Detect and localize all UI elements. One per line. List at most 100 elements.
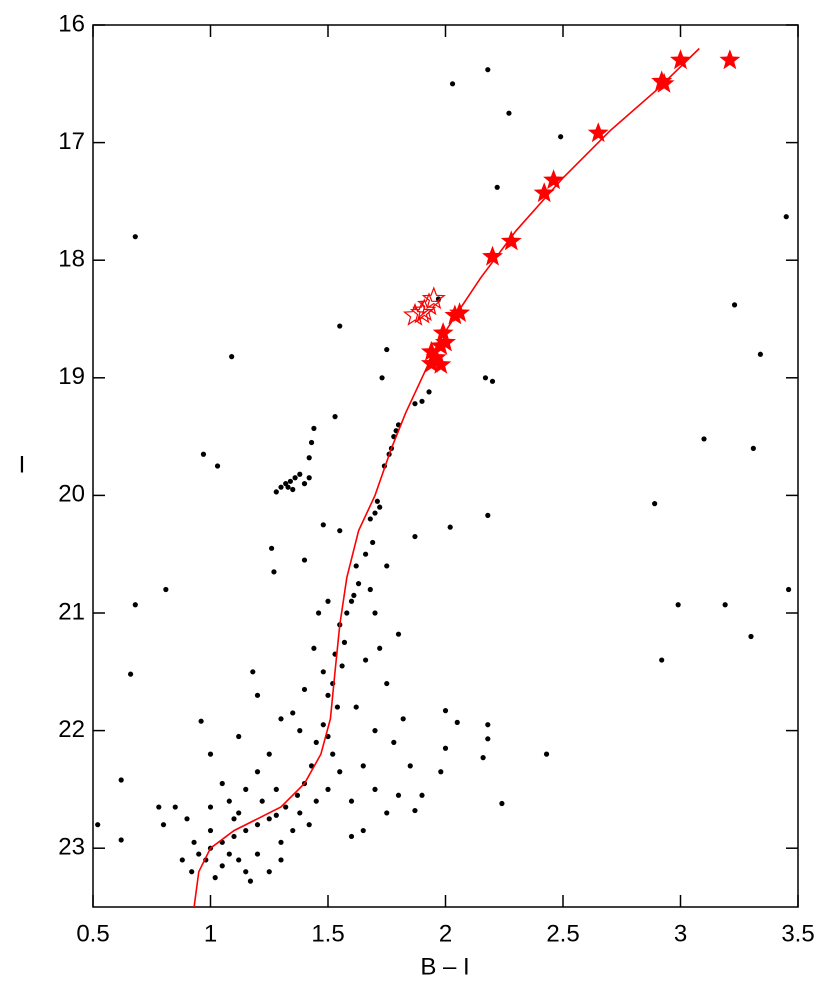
red-giant-star xyxy=(533,182,555,203)
star-point xyxy=(353,563,359,569)
star-point xyxy=(290,710,296,716)
star-point xyxy=(659,657,665,663)
star-point xyxy=(489,378,496,384)
star-point xyxy=(325,598,331,604)
star-point xyxy=(247,878,254,884)
star-point xyxy=(278,484,284,490)
x-tick-label: 1 xyxy=(204,920,217,947)
x-axis-label: B – I xyxy=(420,953,469,980)
star-point xyxy=(254,769,261,775)
y-tick-label: 16 xyxy=(58,10,85,37)
star-point xyxy=(266,816,272,822)
star-point xyxy=(297,728,303,734)
star-point xyxy=(454,719,460,725)
star-point xyxy=(290,827,296,834)
star-point xyxy=(412,807,418,814)
star-point xyxy=(506,110,512,116)
star-point xyxy=(395,792,402,798)
star-point xyxy=(348,598,355,604)
star-point xyxy=(412,401,418,407)
star-point xyxy=(266,751,272,757)
star-point xyxy=(353,704,359,710)
red-giant-star xyxy=(651,70,673,91)
star-point xyxy=(449,81,456,87)
star-point xyxy=(320,669,326,675)
star-point xyxy=(722,602,728,608)
y-tick-label: 22 xyxy=(58,716,85,743)
red-giant-star xyxy=(425,346,447,367)
star-point xyxy=(118,777,124,783)
y-tick-label: 19 xyxy=(58,363,85,390)
star-point xyxy=(163,586,169,593)
star-point xyxy=(355,581,362,587)
star-point xyxy=(219,780,225,787)
star-point xyxy=(543,751,550,757)
star-point xyxy=(207,804,214,810)
star-point xyxy=(675,602,681,608)
star-point xyxy=(377,504,383,510)
x-tick-label: 1.5 xyxy=(311,920,344,947)
red-giant-star xyxy=(587,122,609,143)
star-point xyxy=(384,346,390,353)
star-point xyxy=(485,67,491,73)
star-point xyxy=(297,471,303,477)
star-point xyxy=(306,475,312,481)
red-giant-star xyxy=(500,230,522,251)
star-point xyxy=(214,463,221,469)
star-point xyxy=(278,716,284,722)
star-point xyxy=(419,792,425,798)
star-point xyxy=(348,798,355,804)
star-point xyxy=(273,489,279,495)
y-tick-label: 23 xyxy=(58,834,85,861)
x-tick-label: 3 xyxy=(674,920,687,947)
star-point xyxy=(485,512,491,518)
star-point xyxy=(750,445,756,451)
star-point xyxy=(419,398,425,404)
star-point xyxy=(348,833,355,840)
red-giant-star xyxy=(543,169,565,190)
star-point xyxy=(278,839,284,845)
star-point xyxy=(313,798,319,804)
star-point xyxy=(442,708,449,714)
star-point xyxy=(374,498,380,504)
star-point xyxy=(367,516,373,522)
star-point xyxy=(395,631,402,637)
star-point xyxy=(391,739,397,745)
red-giant-star xyxy=(430,335,452,355)
star-point xyxy=(344,610,350,616)
star-point xyxy=(294,792,301,798)
star-point xyxy=(485,736,491,742)
star-point xyxy=(95,822,101,828)
star-point xyxy=(447,524,453,530)
star-point xyxy=(250,669,256,675)
star-point xyxy=(311,425,317,431)
star-point xyxy=(243,827,249,834)
star-point xyxy=(337,323,343,329)
star-point xyxy=(273,786,279,793)
x-tick-label: 3.5 xyxy=(781,920,814,947)
star-point xyxy=(783,214,789,220)
star-point xyxy=(308,439,315,446)
star-point xyxy=(360,763,366,769)
star-point xyxy=(243,786,249,793)
star-point xyxy=(254,851,261,857)
star-point xyxy=(480,755,486,761)
star-point xyxy=(341,639,348,646)
star-point xyxy=(278,857,284,863)
star-point xyxy=(320,722,326,728)
red-giant-star xyxy=(482,245,503,266)
star-point xyxy=(337,528,343,534)
y-tick-label: 17 xyxy=(58,128,85,155)
star-point xyxy=(494,184,500,190)
star-point xyxy=(482,375,489,381)
star-point xyxy=(407,763,413,769)
star-point xyxy=(426,389,432,395)
star-point xyxy=(320,522,326,528)
star-point xyxy=(372,786,378,793)
star-point xyxy=(306,822,312,828)
star-point xyxy=(363,657,369,663)
star-point xyxy=(236,857,242,863)
star-point xyxy=(207,827,214,834)
star-point xyxy=(384,810,390,816)
star-point xyxy=(301,481,308,487)
